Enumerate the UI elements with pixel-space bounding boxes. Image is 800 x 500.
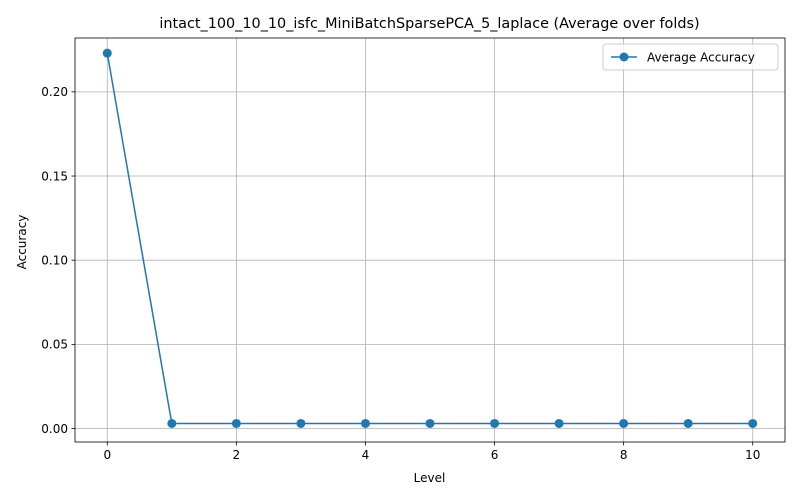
series-line (106, 53, 753, 425)
x-tick-label: 10 (745, 448, 760, 462)
y-axis-title: Accuracy (15, 215, 29, 270)
plot-frame (74, 37, 786, 443)
data-point (102, 48, 112, 58)
data-point (748, 418, 758, 428)
data-point (296, 418, 306, 428)
data-point (360, 418, 370, 428)
y-tick-label: 0.10 (41, 254, 68, 268)
x-axis-ticks: 0 2 4 6 8 10 (103, 442, 760, 462)
x-tick-label: 2 (233, 448, 241, 462)
data-point (683, 418, 693, 428)
y-tick-label: 0.15 (41, 169, 68, 183)
grid (75, 38, 785, 442)
y-tick-label: 0.00 (41, 422, 68, 436)
x-tick-label: 8 (620, 448, 628, 462)
legend-box (602, 43, 779, 71)
data-point (490, 418, 500, 428)
x-tick-label: 0 (103, 448, 111, 462)
y-tick-label: 0.20 (41, 85, 68, 99)
data-point (425, 418, 435, 428)
chart-title: intact_100_10_10_isfc_MiniBatchSparsePCA… (159, 16, 699, 32)
legend-marker (619, 52, 629, 62)
data-point (167, 418, 177, 428)
data-point (554, 418, 564, 428)
y-tick-label: 0.05 (41, 338, 68, 352)
y-axis-ticks: 0.00 0.05 0.10 0.15 0.20 (41, 85, 75, 436)
legend-label: Average Accuracy (647, 51, 755, 65)
x-axis-title: Level (414, 471, 446, 485)
series-layer (102, 48, 758, 428)
data-point (619, 418, 629, 428)
x-tick-label: 4 (362, 448, 370, 462)
x-tick-label: 6 (491, 448, 499, 462)
data-point (231, 418, 241, 428)
legend: Average Accuracy (602, 43, 779, 71)
